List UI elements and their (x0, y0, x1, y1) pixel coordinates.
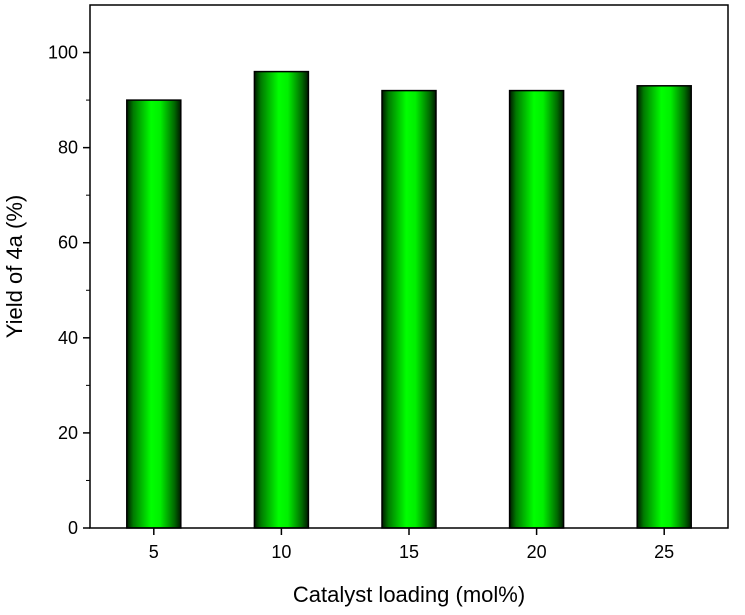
bar-15 (381, 89, 437, 529)
x-tick-label-25: 25 (654, 542, 674, 562)
y-tick-label-40: 40 (58, 328, 78, 348)
y-axis: 0 20 40 60 80 100 (48, 43, 90, 538)
y-axis-title: Yield of 4a (%) (2, 195, 27, 338)
y-tick-label-80: 80 (58, 138, 78, 158)
x-tick-label-10: 10 (271, 542, 291, 562)
bars-group (126, 70, 692, 529)
y-tick-label-100: 100 (48, 43, 78, 63)
y-tick-label-0: 0 (68, 518, 78, 538)
x-axis: 5 10 15 20 25 (149, 528, 674, 562)
x-tick-label-5: 5 (149, 542, 159, 562)
bar-20 (508, 89, 565, 529)
x-axis-title: Catalyst loading (mol%) (293, 582, 525, 607)
bar-25 (636, 85, 692, 529)
bar-5 (126, 99, 182, 529)
x-tick-label-15: 15 (399, 542, 419, 562)
plot-frame (89, 4, 729, 529)
y-tick-label-60: 60 (58, 233, 78, 253)
x-tick-label-20: 20 (527, 542, 547, 562)
y-tick-label-20: 20 (58, 423, 78, 443)
bar-10 (253, 70, 310, 529)
